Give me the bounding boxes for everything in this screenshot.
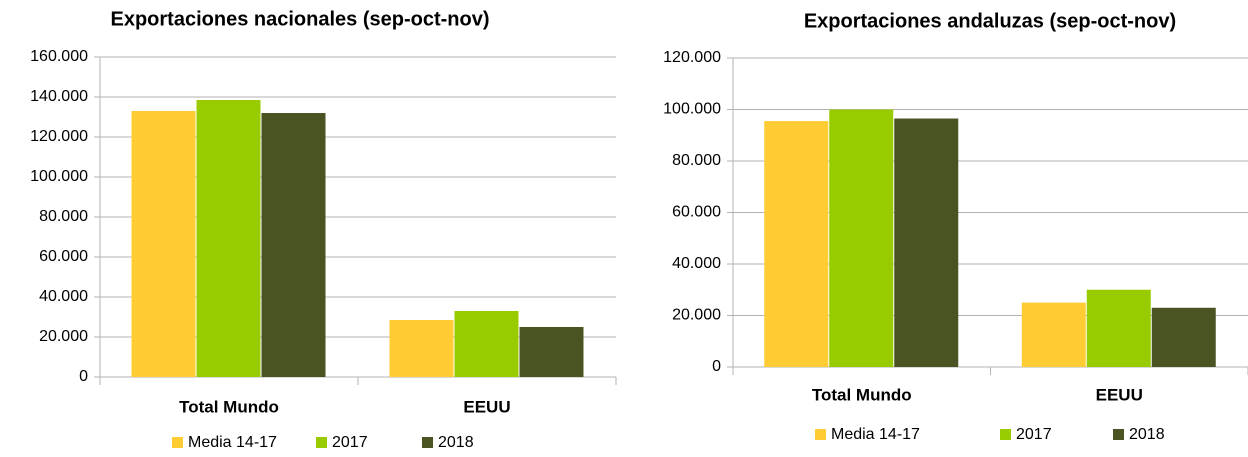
y-tick-label: 100.000 (663, 101, 721, 118)
legend-label: 2018 (438, 434, 474, 451)
legend-label: 2017 (332, 434, 368, 451)
y-tick-label: 80.000 (672, 152, 721, 169)
y-tick-label: 80.000 (39, 208, 88, 225)
bar (829, 109, 894, 367)
bar (196, 100, 261, 377)
legend-swatch (316, 437, 327, 448)
bar (261, 113, 326, 377)
bar (894, 118, 959, 367)
bar (519, 327, 584, 377)
bar (764, 121, 829, 368)
legend-label: Media 14-17 (188, 434, 277, 451)
y-tick-label: 60.000 (39, 248, 88, 265)
x-tick-label: EEUU (463, 397, 510, 416)
bar (454, 311, 519, 377)
chart-title: Exportaciones andaluzas (sep-oct-nov) (804, 10, 1176, 32)
y-tick-label: 140.000 (30, 88, 88, 105)
bar (1086, 289, 1151, 367)
y-tick-label: 20.000 (672, 307, 721, 324)
y-tick-label: 100.000 (30, 168, 88, 185)
legend-swatch (1113, 429, 1124, 440)
legend-swatch (1000, 429, 1011, 440)
bar (131, 111, 196, 377)
y-tick-label: 60.000 (672, 204, 721, 221)
legend-label: Media 14-17 (831, 426, 920, 443)
bar (1021, 302, 1086, 367)
legend-swatch (815, 429, 826, 440)
y-tick-label: 120.000 (663, 49, 721, 66)
y-tick-label: 120.000 (30, 128, 88, 145)
x-tick-label: Total Mundo (812, 385, 912, 404)
y-tick-label: 0 (79, 368, 88, 385)
y-tick-label: 0 (712, 358, 721, 375)
x-tick-label: EEUU (1096, 385, 1143, 404)
bar (1151, 307, 1216, 367)
chart-title: Exportaciones nacionales (sep-oct-nov) (111, 8, 490, 30)
y-tick-label: 40.000 (39, 288, 88, 305)
legend-label: 2017 (1016, 426, 1052, 443)
legend-swatch (172, 437, 183, 448)
y-tick-label: 40.000 (672, 255, 721, 272)
legend-swatch (422, 437, 433, 448)
y-tick-label: 160.000 (30, 48, 88, 65)
x-tick-label: Total Mundo (179, 397, 279, 416)
bar (389, 320, 454, 377)
legend-label: 2018 (1129, 426, 1165, 443)
y-tick-label: 20.000 (39, 328, 88, 345)
